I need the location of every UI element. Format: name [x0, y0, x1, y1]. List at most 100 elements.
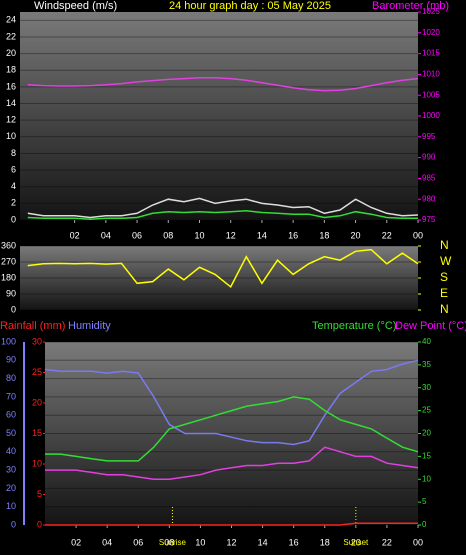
y2-tick-label: 25: [422, 406, 431, 415]
y-tick-label: 10: [6, 131, 16, 141]
y-tick-label: 270: [1, 256, 16, 266]
dewpoint-label: Dew Point (°C): [395, 320, 466, 332]
chart-title: 24 hour graph day : 05 May 2025: [169, 0, 331, 12]
series-line: [27, 76, 419, 92]
y-tick-label: 50: [6, 428, 16, 438]
y-tick-label: 180: [1, 272, 16, 282]
x-tick-label: 10: [194, 230, 204, 240]
y-tick-label: 12: [6, 115, 16, 125]
y-tick-label: 0: [11, 519, 16, 529]
y-tick-label: 70: [6, 391, 16, 401]
x-tick-label: 22: [382, 230, 392, 240]
sun-label: Sunrise: [159, 538, 187, 547]
x-tick-label: 00: [413, 537, 423, 547]
y2-tick-label: 15: [422, 451, 431, 460]
y-tick-label: 90: [6, 288, 16, 298]
y-tick-label: 2: [11, 198, 16, 208]
y2-tick-label: 40: [422, 337, 431, 346]
x-tick-label: 12: [226, 230, 236, 240]
y2-tick-label: 1010: [422, 70, 440, 79]
y3-tick-label: 0: [37, 519, 42, 529]
x-tick-label: 06: [133, 537, 143, 547]
y-tick-label: 0: [11, 304, 16, 314]
rain-label: Rainfall (mm): [0, 320, 65, 332]
y-tick-label: 18: [6, 65, 16, 75]
y3-tick-label: 5: [37, 489, 42, 499]
y-tick-label: 4: [11, 181, 16, 191]
y-tick-label: 16: [6, 81, 16, 91]
x-tick-label: 18: [320, 537, 330, 547]
y2-tick-label: 1005: [422, 90, 440, 99]
y-tick-label: 6: [11, 164, 16, 174]
y2-tick-label: 980: [422, 194, 436, 203]
y2-tick-label: 990: [422, 153, 436, 162]
x-tick-label: 16: [288, 230, 298, 240]
x-tick-label: 06: [132, 230, 142, 240]
y2-tick-label: 30: [422, 383, 431, 392]
y2-tick-label: 995: [422, 132, 436, 141]
y2-tick-label: 1025: [422, 7, 440, 16]
y3-tick-label: 10: [32, 458, 42, 468]
y-tick-label: 40: [6, 446, 16, 456]
y3-tick-label: 20: [32, 397, 42, 407]
wind-label: Windspeed (m/s): [34, 0, 117, 12]
x-tick-label: 22: [382, 537, 392, 547]
y2-tick-label: 0: [422, 520, 427, 529]
y-tick-label: 14: [6, 98, 16, 108]
y-tick-label: 10: [6, 501, 16, 511]
series-line: [44, 359, 419, 446]
x-tick-label: 02: [70, 230, 80, 240]
series-line: [27, 210, 418, 220]
y-tick-label: 30: [6, 464, 16, 474]
x-tick-label: 20: [351, 537, 361, 547]
y2-tick-label: 10: [422, 474, 431, 483]
y-tick-label: 22: [6, 31, 16, 41]
y-tick-label: 90: [6, 355, 16, 365]
x-tick-label: 14: [257, 230, 267, 240]
series-line: [27, 248, 419, 289]
y2-tick-label: W: [440, 254, 452, 268]
y3-tick-label: 25: [32, 367, 42, 377]
series-line: [45, 446, 419, 481]
x-tick-label: 20: [351, 230, 361, 240]
x-tick-label: 08: [163, 230, 173, 240]
series-line: [27, 197, 419, 219]
y2-tick-label: 985: [422, 174, 436, 183]
x-tick-label: 12: [226, 537, 236, 547]
x-tick-label: 10: [195, 537, 205, 547]
y2-tick-label: 5: [422, 497, 427, 506]
series-line: [45, 396, 419, 462]
x-tick-label: 08: [164, 537, 174, 547]
y2-tick-label: 35: [422, 360, 431, 369]
barometer-label: Barometer (mb): [372, 0, 449, 12]
y-tick-label: 60: [6, 410, 16, 420]
y2-tick-label: 1015: [422, 49, 440, 58]
x-tick-label: 00: [413, 230, 423, 240]
y3-tick-label: 30: [32, 336, 42, 346]
x-tick-label: 04: [102, 537, 112, 547]
y-tick-label: 360: [1, 240, 16, 250]
y2-tick-label: 20: [422, 429, 431, 438]
y-tick-label: 100: [1, 336, 16, 346]
y2-tick-label: 1000: [422, 111, 440, 120]
y-tick-label: 24: [6, 15, 16, 25]
y-tick-label: 0: [11, 214, 16, 224]
y2-tick-label: N: [440, 302, 449, 316]
x-tick-label: 18: [319, 230, 329, 240]
y2-tick-label: N: [440, 238, 449, 252]
series-line: [45, 522, 418, 526]
humidity-label: Humidity: [68, 320, 111, 332]
y-tick-label: 20: [6, 483, 16, 493]
x-tick-label: 02: [71, 537, 81, 547]
temperature-label: Temperature (°C): [312, 320, 396, 332]
y-tick-label: 80: [6, 373, 16, 383]
x-tick-label: 04: [101, 230, 111, 240]
y2-tick-label: 1020: [422, 28, 440, 37]
y2-tick-label: E: [440, 286, 448, 300]
y-tick-label: 8: [11, 148, 16, 158]
y2-tick-label: S: [440, 270, 448, 284]
y2-tick-label: 975: [422, 215, 436, 224]
x-tick-label: 14: [258, 537, 268, 547]
y-tick-label: 20: [6, 48, 16, 58]
